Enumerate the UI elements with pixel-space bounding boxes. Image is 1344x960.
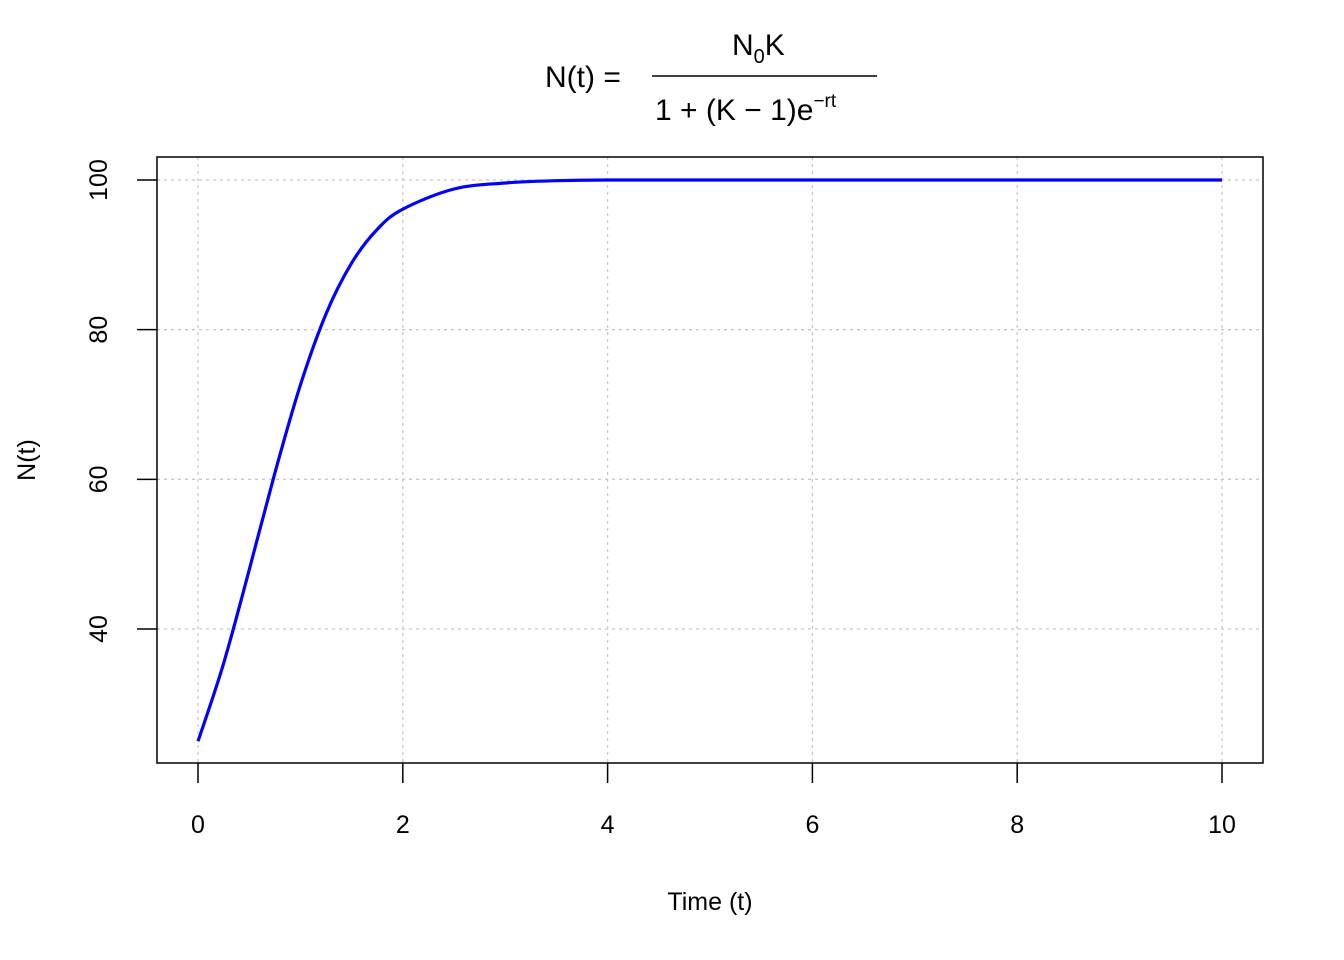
y-tick-label: 100 xyxy=(85,159,113,201)
title-numerator-subscript: 0 xyxy=(754,46,765,68)
x-axis: 0 2 4 6 8 10 xyxy=(191,763,1236,839)
title-denominator: 1 + (K − 1)e−rt xyxy=(655,91,837,127)
x-tick-label: 10 xyxy=(1208,811,1236,839)
title-lhs: N(t) = xyxy=(545,61,621,94)
title-numerator: N0K xyxy=(732,29,785,68)
series-layer xyxy=(196,178,1222,742)
title-denominator-main: 1 + (K − 1)e xyxy=(655,94,813,127)
series-line xyxy=(196,178,1222,742)
chart-title: N(t) = N0K 1 + (K − 1)e−rt xyxy=(545,29,877,127)
x-tick-label: 6 xyxy=(805,811,819,839)
plot-frame xyxy=(156,156,1264,764)
y-tick-label: 60 xyxy=(85,465,113,493)
y-axis-title: N(t) xyxy=(13,439,41,481)
y-tick-label: 80 xyxy=(85,316,113,344)
title-denominator-superscript: −rt xyxy=(813,91,836,112)
y-axis: 40 60 80 100 xyxy=(85,159,157,643)
x-tick-label: 2 xyxy=(396,811,410,839)
grid xyxy=(157,157,1263,763)
x-tick-label: 8 xyxy=(1010,811,1024,839)
title-numerator-main: N xyxy=(732,29,754,62)
x-axis-title: Time (t) xyxy=(667,888,752,916)
y-tick-label: 40 xyxy=(85,615,113,643)
title-numerator-after: K xyxy=(765,29,785,62)
x-tick-label: 0 xyxy=(191,811,205,839)
x-tick-label: 4 xyxy=(601,811,615,839)
